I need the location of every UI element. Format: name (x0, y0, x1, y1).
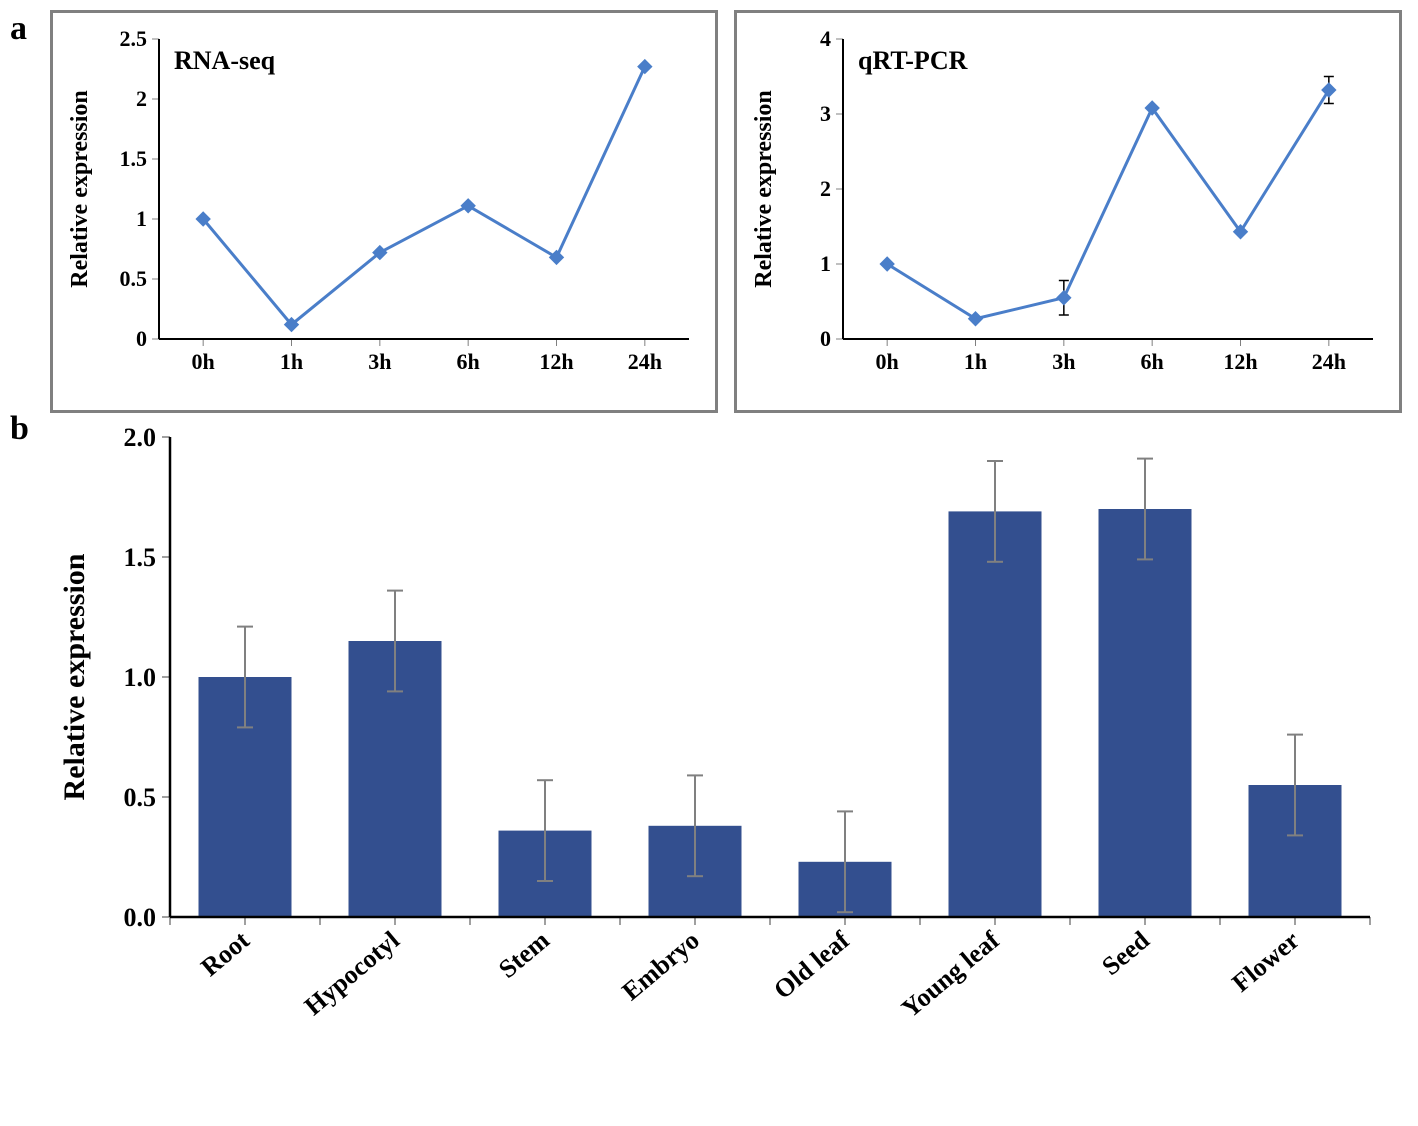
svg-text:3h: 3h (368, 349, 391, 374)
svg-text:Stem: Stem (493, 925, 555, 984)
svg-text:2: 2 (136, 86, 147, 111)
svg-text:0h: 0h (876, 349, 899, 374)
svg-text:4: 4 (820, 26, 831, 51)
figure-container: a 0 0.5 1 1.5 2 2.5 0h 1h 3h 6h 12h 24h RNA-seq Relat… (10, 10, 1408, 1112)
svg-text:1: 1 (820, 251, 831, 276)
svg-text:12h: 12h (1223, 349, 1257, 374)
svg-text:Relative expression: Relative expression (67, 90, 93, 288)
svg-text:0.5: 0.5 (124, 783, 157, 812)
svg-text:Root: Root (195, 925, 255, 982)
svg-text:1.5: 1.5 (120, 146, 148, 171)
svg-text:Relative expression: Relative expression (751, 90, 777, 288)
svg-text:Young leaf: Young leaf (896, 925, 1005, 1023)
svg-text:24h: 24h (1312, 349, 1346, 374)
svg-text:Seed: Seed (1096, 925, 1155, 981)
panel-label-a: a (10, 10, 27, 48)
svg-text:6h: 6h (1141, 349, 1164, 374)
panel-label-b: b (10, 410, 29, 448)
row-b: 0.0 0.5 1.0 1.5 2.0 Root Hypocotyl Stem Embryo Ol… (50, 417, 1408, 1112)
chart-a2: 0 1 2 3 4 0h 1h 3h 6h 12h 24h qRT-PCR Relative expre… (743, 19, 1393, 399)
svg-text:Relative expression: Relative expression (58, 553, 91, 800)
svg-text:1.0: 1.0 (124, 663, 157, 692)
svg-text:RNA-seq: RNA-seq (174, 46, 276, 75)
chart-a1-box: 0 0.5 1 1.5 2 2.5 0h 1h 3h 6h 12h 24h RNA-seq Relativ… (50, 10, 718, 413)
chart-a2-box: 0 1 2 3 4 0h 1h 3h 6h 12h 24h qRT-PCR Relative expre… (734, 10, 1402, 413)
svg-text:1h: 1h (964, 349, 987, 374)
svg-text:0.5: 0.5 (120, 266, 148, 291)
svg-text:0: 0 (136, 326, 147, 351)
svg-text:0h: 0h (192, 349, 215, 374)
svg-text:0.0: 0.0 (124, 903, 157, 932)
svg-text:1h: 1h (280, 349, 303, 374)
svg-text:1.5: 1.5 (124, 543, 157, 572)
svg-text:24h: 24h (628, 349, 662, 374)
svg-text:3h: 3h (1052, 349, 1075, 374)
svg-text:6h: 6h (457, 349, 480, 374)
svg-text:2: 2 (820, 176, 831, 201)
svg-text:1: 1 (136, 206, 147, 231)
svg-text:12h: 12h (539, 349, 573, 374)
row-a: 0 0.5 1 1.5 2 2.5 0h 1h 3h 6h 12h 24h RNA-seq Relativ… (50, 10, 1408, 413)
svg-text:Flower: Flower (1226, 925, 1304, 997)
svg-text:2.5: 2.5 (120, 26, 148, 51)
chart-a1: 0 0.5 1 1.5 2 2.5 0h 1h 3h 6h 12h 24h RNA-seq Relativ… (59, 19, 709, 399)
svg-text:qRT-PCR: qRT-PCR (858, 46, 968, 75)
svg-text:3: 3 (820, 101, 831, 126)
chart-b: 0.0 0.5 1.0 1.5 2.0 Root Hypocotyl Stem Embryo Ol… (50, 417, 1390, 1107)
svg-text:Old leaf: Old leaf (768, 925, 855, 1005)
svg-text:Hypocotyl: Hypocotyl (299, 925, 405, 1021)
svg-text:2.0: 2.0 (124, 423, 157, 452)
svg-text:Embryo: Embryo (617, 925, 705, 1006)
svg-text:0: 0 (820, 326, 831, 351)
